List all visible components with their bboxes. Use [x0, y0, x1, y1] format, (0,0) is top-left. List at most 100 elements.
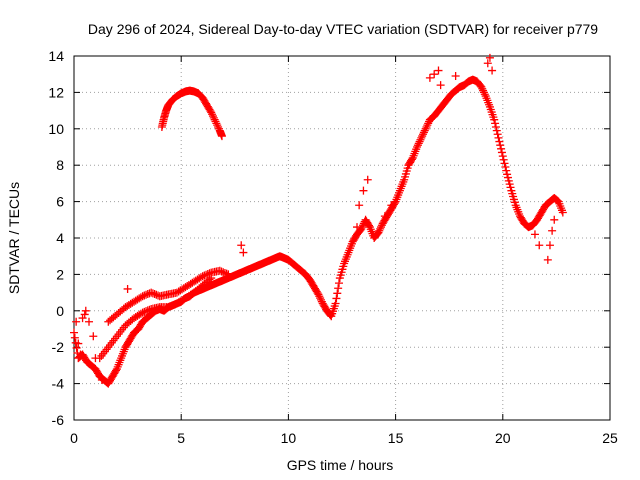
x-axis-label: GPS time / hours [287, 457, 394, 473]
data-point [543, 255, 552, 264]
data-point [70, 333, 79, 342]
data-point [200, 271, 209, 280]
data-point [145, 305, 154, 314]
data-point [377, 223, 386, 232]
data-point [413, 143, 422, 151]
data-point [485, 53, 494, 62]
data-point [434, 66, 443, 75]
data-point [80, 310, 89, 319]
x-tick-label: 5 [177, 430, 185, 446]
data-point [148, 289, 157, 298]
data-point [72, 343, 81, 352]
data-point [316, 295, 325, 304]
data-point [483, 59, 492, 68]
data-point [143, 290, 152, 299]
data-point [425, 73, 434, 82]
data-point [535, 241, 544, 250]
data-point [89, 332, 98, 341]
data-point [422, 122, 431, 131]
data-point [143, 306, 152, 315]
data-point [492, 126, 501, 135]
data-point [414, 139, 423, 148]
data-point [224, 270, 233, 279]
data-point [219, 268, 228, 277]
data-point [164, 303, 173, 312]
data-point [91, 354, 100, 363]
grid [74, 56, 610, 420]
data-point [502, 166, 511, 175]
data-point [415, 137, 424, 146]
data-point [355, 201, 364, 210]
data-point [498, 152, 507, 161]
data-point [205, 269, 214, 278]
y-tick-label: 6 [56, 194, 64, 210]
data-point [142, 307, 151, 316]
y-tick-label: 2 [56, 266, 64, 282]
data-point [436, 81, 445, 90]
y-tick-label: 0 [56, 303, 64, 319]
data-point [478, 84, 487, 93]
data-point [203, 270, 212, 279]
data-point [550, 215, 559, 224]
data-point [380, 212, 389, 221]
x-tick-label: 20 [495, 430, 511, 446]
data-point [76, 350, 85, 359]
data-point [545, 241, 554, 250]
data-point [494, 133, 503, 142]
data-point [214, 122, 223, 131]
data-point [209, 113, 218, 122]
data-point [167, 301, 176, 310]
data-point [202, 270, 211, 279]
data-point [169, 300, 178, 309]
data-point [208, 112, 217, 121]
y-tick-label: 8 [56, 157, 64, 173]
data-point [333, 289, 342, 298]
data-point [166, 302, 175, 311]
data-point [497, 144, 506, 153]
y-tick-label: 12 [48, 84, 64, 100]
data-point [491, 122, 500, 131]
data-point [138, 308, 147, 317]
data-point [413, 141, 422, 150]
data-point [74, 339, 83, 348]
data-point [147, 288, 156, 297]
data-point [363, 175, 372, 184]
data-point [198, 272, 207, 281]
axis-ticks: 0 5 10 15 20 25 -6 -4 -2 0 2 4 6 8 10 12 14 [48, 48, 618, 446]
x-tick-label: 10 [281, 430, 297, 446]
data-point [152, 290, 161, 299]
data-point [212, 119, 221, 128]
data-point [72, 317, 81, 326]
data-point [70, 328, 78, 337]
data-points [70, 53, 567, 388]
data-point [85, 317, 94, 326]
y-tick-label: 10 [48, 121, 64, 137]
data-point [97, 375, 106, 384]
data-point [423, 121, 432, 130]
data-point [334, 279, 343, 288]
data-point [497, 148, 506, 157]
data-point [217, 267, 226, 276]
data-point [316, 294, 325, 303]
data-point [493, 130, 502, 139]
data-point [140, 307, 149, 316]
data-point [477, 82, 486, 91]
chart-title: Day 296 of 2024, Sidereal Day-to-day VTE… [88, 21, 598, 37]
data-point [375, 226, 384, 235]
data-point [419, 130, 428, 139]
data-point [496, 141, 505, 150]
data-point [136, 293, 145, 302]
data-point [78, 314, 87, 323]
data-point [420, 126, 429, 135]
data-point [365, 221, 374, 230]
data-point [530, 230, 539, 239]
data-point [418, 132, 427, 141]
data-point [548, 226, 557, 235]
data-point [171, 300, 180, 309]
data-point [374, 228, 383, 237]
data-point [488, 66, 497, 75]
data-point [558, 208, 567, 217]
data-point [430, 70, 439, 79]
data-point [495, 137, 504, 146]
